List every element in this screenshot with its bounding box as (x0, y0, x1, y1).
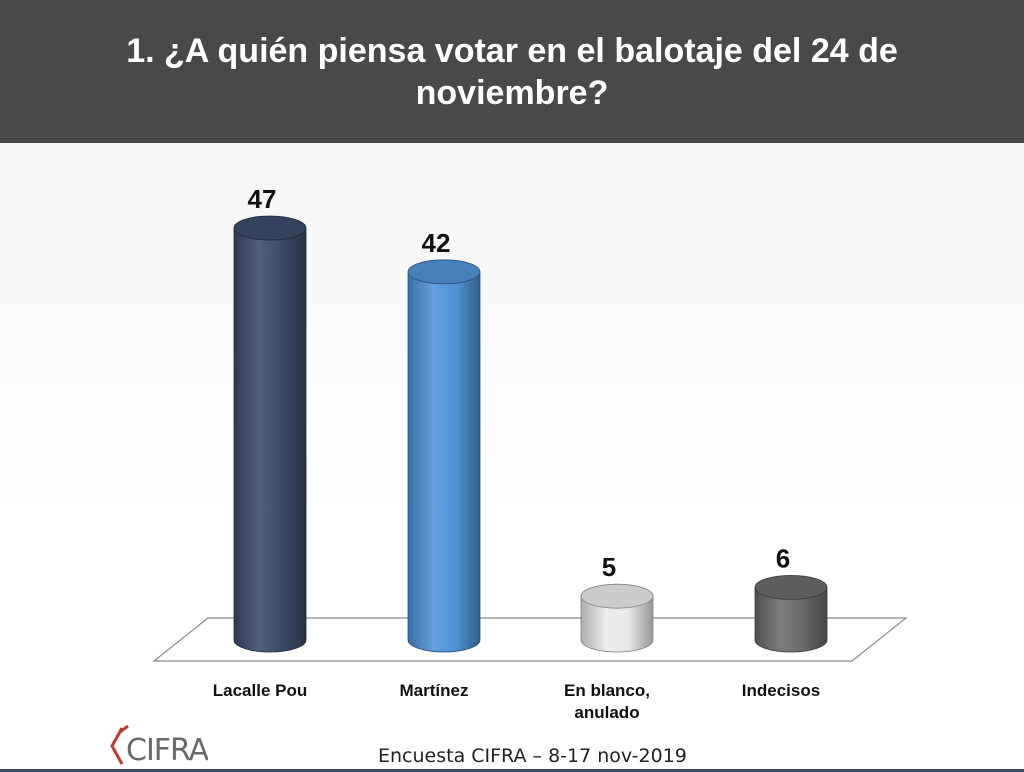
bar-top (754, 575, 828, 600)
data-label: 47 (248, 184, 277, 214)
category-label-line: En blanco, (564, 681, 650, 700)
bar-1 (407, 259, 481, 653)
bar-0 (233, 215, 307, 653)
category-label-line: Martínez (400, 681, 469, 700)
category-label-line: anulado (574, 703, 639, 722)
bar-body (234, 228, 306, 640)
category-label-line: Indecisos (742, 681, 820, 700)
cifra-logo: CIFRA (110, 724, 208, 768)
footer (0, 738, 1024, 772)
bar-top (580, 583, 654, 609)
bottom-border (0, 769, 1024, 772)
category-label: Indecisos (742, 681, 820, 700)
category-label: Lacalle Pou (213, 681, 307, 700)
category-label-line: Lacalle Pou (213, 681, 307, 700)
category-label: En blanco, anulado (564, 681, 650, 722)
bar-top (407, 259, 481, 285)
data-label: 6 (776, 543, 790, 573)
data-label: 42 (422, 228, 451, 258)
plot-area (0, 143, 1024, 772)
bar-2 (580, 583, 654, 653)
data-label: 5 (602, 552, 616, 582)
bar-top (233, 215, 307, 241)
chart-title: 1. ¿A quién piensa votar en el balotaje … (126, 31, 898, 112)
category-label: Martínez (400, 681, 469, 700)
bar-3 (754, 575, 828, 653)
logo-text: CIFRA (126, 733, 208, 768)
source-note: Encuesta CIFRA – 8-17 nov-2019 (378, 745, 687, 767)
bar-body (408, 271, 480, 640)
chart-header: 1. ¿A quién piensa votar en el balotaje … (0, 0, 1024, 143)
chart-floor (152, 617, 908, 662)
